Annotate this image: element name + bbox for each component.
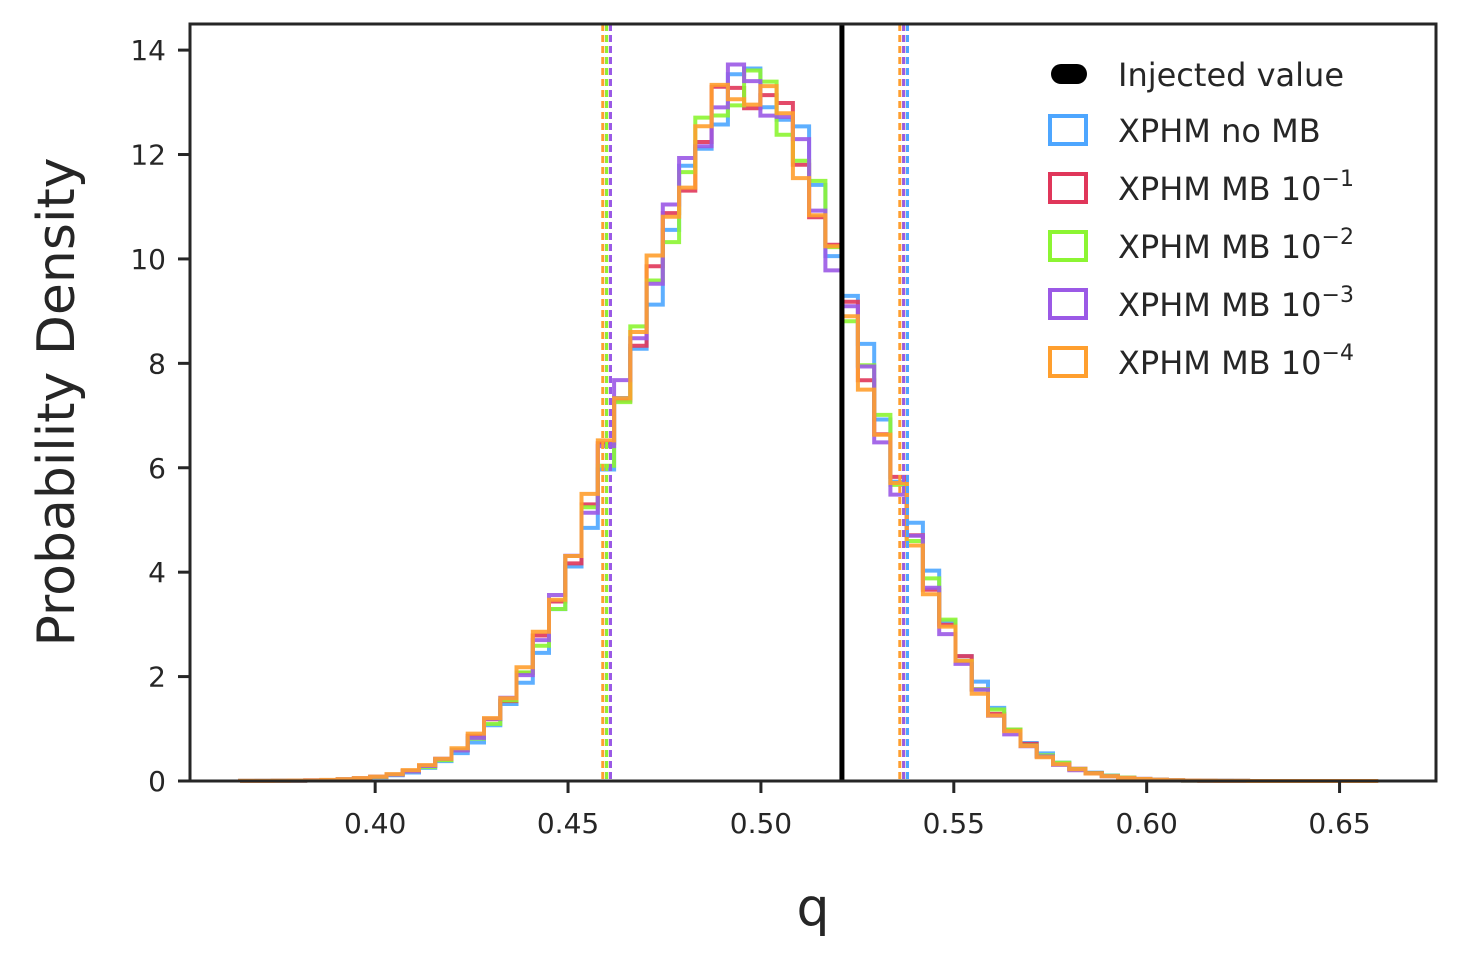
y-tick-label: 6 [148,452,166,485]
x-tick-label: 0.45 [537,807,599,840]
legend-label-3: XPHM MB 10−2 [1118,225,1354,266]
y-tick-label: 0 [148,765,166,798]
x-axis-ticks: 0.40 0.45 0.50 0.55 0.60 0.65 [344,781,1371,840]
x-tick-label: 0.40 [344,807,406,840]
legend-swatch-4 [1048,288,1088,320]
legend-swatch-5 [1048,346,1088,378]
x-axis-title: q [796,878,829,938]
y-axis-title: Probability Density [27,157,87,646]
histogram-series-layer [238,62,1379,783]
legend-swatch-1 [1048,114,1088,146]
y-axis-ticks: 0 2 4 6 8 10 12 14 [130,34,190,798]
legend-label-2: XPHM MB 10−1 [1118,167,1354,208]
y-tick-label: 2 [148,661,166,694]
x-tick-label: 0.60 [1116,807,1178,840]
legend-label-5: XPHM MB 10−4 [1118,341,1354,382]
histogram-series-5 [238,82,1379,783]
y-tick-label: 14 [130,34,166,67]
x-tick-label: 0.55 [923,807,985,840]
legend-swatch-3 [1048,230,1088,262]
legend-label-4: XPHM MB 10−3 [1118,283,1354,324]
legend-swatch-2 [1048,172,1088,204]
legend-injected-label: Injected value [1118,56,1344,94]
x-tick-label: 0.50 [730,807,792,840]
y-tick-label: 12 [130,139,166,172]
y-tick-label: 10 [130,243,166,276]
legend: Injected value XPHM no MB XPHM MB 10−1 XPH… [1048,56,1354,382]
x-tick-label: 0.65 [1308,807,1370,840]
legend-label-1: XPHM no MB [1118,112,1321,150]
axes-frame [188,22,1438,783]
y-tick-label: 8 [148,347,166,380]
credible-interval-layer [601,24,910,781]
y-tick-label: 4 [148,556,166,589]
legend-injected-swatch [1051,64,1087,84]
